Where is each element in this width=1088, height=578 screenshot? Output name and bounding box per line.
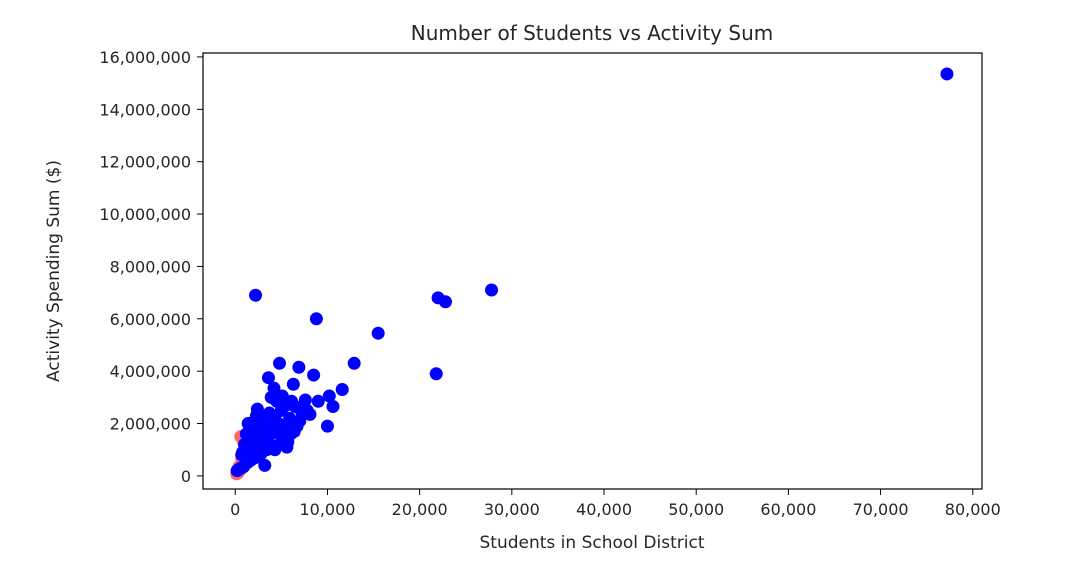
scatter-point	[309, 312, 323, 326]
y-tick-label: 2,000,000	[110, 415, 191, 434]
y-tick-label: 14,000,000	[99, 100, 191, 119]
x-tick-label: 70,000	[853, 500, 909, 519]
scatter-point	[288, 400, 302, 414]
scatter-point	[485, 283, 499, 297]
y-tick-label: 6,000,000	[110, 310, 191, 329]
scatter-point	[249, 288, 263, 302]
scatter-point	[322, 389, 336, 403]
scatter-point	[320, 419, 334, 433]
scatter-point	[300, 403, 314, 417]
scatter-points	[230, 67, 954, 481]
scatter-point	[254, 447, 268, 461]
y-tick-label: 8,000,000	[110, 257, 191, 276]
scatter-point	[261, 371, 275, 385]
chart-title: Number of Students vs Activity Sum	[411, 21, 773, 45]
y-tick-label: 12,000,000	[99, 153, 191, 172]
scatter-point	[270, 394, 284, 408]
scatter-point	[429, 367, 443, 381]
scatter-point	[273, 356, 287, 370]
x-tick-label: 40,000	[576, 500, 632, 519]
x-tick-label: 10,000	[299, 500, 355, 519]
scatter-point	[940, 67, 954, 81]
scatter-point	[292, 360, 306, 374]
x-tick-label: 60,000	[760, 500, 816, 519]
scatter-point	[347, 356, 361, 370]
y-tick-label: 10,000,000	[99, 205, 191, 224]
y-tick-label: 4,000,000	[110, 362, 191, 381]
scatter-point	[335, 382, 349, 396]
x-tick-label: 50,000	[668, 500, 724, 519]
scatter-point	[230, 464, 244, 478]
scatter-point	[271, 424, 285, 438]
scatter-point	[326, 400, 340, 414]
scatter-point	[239, 427, 253, 441]
scatter-point	[280, 440, 294, 454]
scatter-point	[286, 377, 300, 391]
x-tick-label: 20,000	[392, 500, 448, 519]
y-axis: 0 2,000,000 4,000,000 6,000,000 8,000,000 10,…	[99, 48, 203, 486]
y-axis-title: Activity Spending Sum ($)	[44, 160, 64, 382]
scatter-point	[235, 448, 249, 462]
y-tick-label: 0	[181, 467, 191, 486]
scatter-point	[269, 414, 283, 428]
x-tick-label: 80,000	[945, 500, 1001, 519]
x-tick-label: 0	[230, 500, 240, 519]
x-tick-label: 30,000	[484, 500, 540, 519]
scatter-point	[307, 368, 321, 382]
scatter-point	[438, 295, 452, 309]
scatter-point	[248, 418, 262, 432]
x-axis-title: Students in School District	[480, 533, 705, 553]
scatter-point	[283, 411, 297, 425]
scatter-point	[258, 458, 272, 472]
scatter-point	[311, 394, 325, 408]
scatter-point	[371, 326, 385, 340]
y-tick-label: 16,000,000	[99, 48, 191, 67]
x-axis: 0 10,000 20,000 30,000 40,000 50,000 60,000 70,…	[230, 489, 1001, 519]
plot-area-frame	[202, 52, 983, 490]
scatter-point	[298, 393, 312, 407]
